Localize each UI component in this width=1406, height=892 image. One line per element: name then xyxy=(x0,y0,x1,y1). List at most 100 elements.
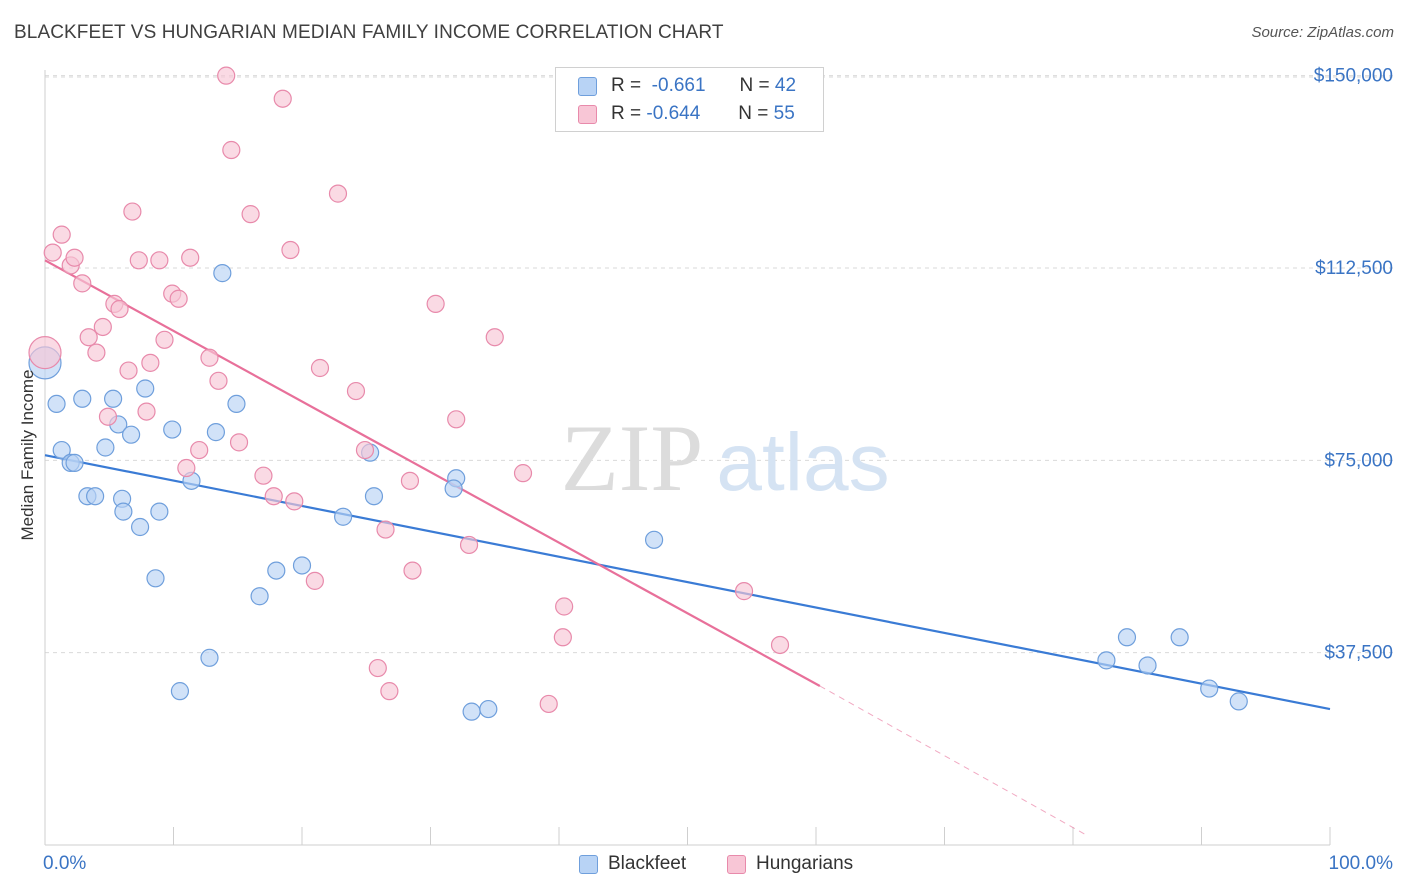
correlation-legend: R = -0.661 N = 42 R = -0.644 N = 55 xyxy=(555,67,824,132)
hungarians-point xyxy=(380,682,399,701)
hungarians-point xyxy=(403,561,422,580)
blackfeet-point xyxy=(1138,656,1157,675)
blackfeet-point xyxy=(462,702,481,721)
hungarians-point xyxy=(150,251,169,270)
blackfeet-point xyxy=(213,264,232,283)
hungarians-point xyxy=(539,694,558,714)
blackfeet-point xyxy=(644,530,664,549)
blackfeet-point xyxy=(479,699,498,719)
blackfeet-point xyxy=(444,479,463,498)
hungarians-point xyxy=(513,464,533,483)
blackfeet-point xyxy=(267,561,286,580)
blackfeet-point xyxy=(114,502,133,521)
blackfeet-point xyxy=(206,423,226,442)
legend-swatch-hungarians xyxy=(578,104,597,124)
blackfeet-point xyxy=(96,438,115,457)
hungarians-point xyxy=(241,205,260,224)
blackfeet-point xyxy=(1170,628,1189,647)
hungarians-point xyxy=(217,66,236,85)
hungarians-point xyxy=(285,492,304,511)
blackfeet-point xyxy=(52,440,71,460)
grid-lines xyxy=(45,75,1395,654)
watermark-zip: ZIP xyxy=(561,405,704,511)
blackfeet-point xyxy=(130,517,150,537)
bottom-legend-swatch-blackfeet xyxy=(579,854,598,874)
hungarians-point xyxy=(555,597,574,616)
y-tick-label: $75,000 xyxy=(1324,450,1393,471)
hungarians-point xyxy=(355,440,375,460)
blackfeet-point xyxy=(292,556,312,575)
y-tick-label: $37,500 xyxy=(1324,643,1393,664)
hungarians-trend-extension xyxy=(819,685,1087,836)
hungarians-point xyxy=(181,248,200,267)
blackfeet-point xyxy=(364,487,384,506)
hungarians-point xyxy=(222,140,241,160)
blackfeet-point xyxy=(65,453,84,472)
hungarians-point xyxy=(368,658,387,678)
legend-n-value: 42 xyxy=(774,75,797,96)
hungarians-point xyxy=(137,402,156,421)
hungarians-point xyxy=(305,571,324,590)
blackfeet-point xyxy=(1200,679,1219,698)
hungarians-point xyxy=(123,202,142,221)
x-tick-label-min: 0.0% xyxy=(43,853,86,874)
blackfeet-point xyxy=(200,648,219,667)
data-points xyxy=(28,66,1248,721)
hungarians-point xyxy=(98,407,118,426)
hungarians-point xyxy=(328,184,348,203)
hungarians-point xyxy=(459,535,479,555)
hungarians-point xyxy=(28,336,62,370)
blackfeet-point xyxy=(150,502,169,521)
axes xyxy=(44,70,1331,846)
blackfeet-point xyxy=(86,487,105,506)
hungarians-point xyxy=(310,358,330,378)
legend-r-value: -0.661 xyxy=(651,75,706,96)
legend-n-label: N = xyxy=(739,75,770,96)
hungarians-point xyxy=(87,343,106,362)
hungarians-point xyxy=(254,466,273,485)
chart-title: BLACKFEET VS HUNGARIAN MEDIAN FAMILY INC… xyxy=(14,22,724,43)
legend-r-label: R = xyxy=(611,103,642,124)
bottom-legend-label-blackfeet: Blackfeet xyxy=(608,853,687,874)
legend-row-blackfeet: R = -0.661 N = 42 xyxy=(578,72,796,100)
bottom-legend-blackfeet: Blackfeet xyxy=(579,851,686,877)
tick-labels: $37,500 $75,000 $112,500 $150,000 0.0% 100.0% xyxy=(43,66,1393,874)
blackfeet-point xyxy=(250,587,269,606)
hungarians-point xyxy=(770,635,790,655)
blackfeet-point xyxy=(1097,651,1116,670)
legend-swatch-blackfeet xyxy=(578,76,597,96)
hungarians-point xyxy=(734,582,754,601)
hungarians-point xyxy=(346,381,366,401)
blackfeet-point xyxy=(227,394,246,414)
hungarians-point xyxy=(400,471,420,490)
hungarians-point xyxy=(273,89,292,108)
blackfeet-point xyxy=(334,507,353,526)
hungarians-point xyxy=(190,440,209,460)
trend-lines xyxy=(44,259,1331,836)
blackfeet-point xyxy=(163,420,182,439)
hungarians-point xyxy=(264,487,283,506)
hungarians-point xyxy=(209,371,228,390)
hungarians-point xyxy=(229,433,249,452)
hungarians-point xyxy=(129,251,148,270)
hungarians-point xyxy=(110,299,129,319)
bottom-legend-hungarians: Hungarians xyxy=(727,851,853,877)
legend-row-hungarians: R = -0.644 N = 55 xyxy=(578,100,795,128)
blackfeet-point xyxy=(121,425,141,444)
hungarians-point xyxy=(281,240,300,260)
legend-r-label: R = xyxy=(611,75,642,96)
watermark: ZIP atlas xyxy=(561,405,890,511)
blackfeet-point xyxy=(104,389,123,408)
bottom-legend-label-hungarians: Hungarians xyxy=(756,853,854,874)
blackfeet-point xyxy=(47,394,66,414)
hungarians-point xyxy=(119,361,138,380)
hungarians-point xyxy=(177,458,196,478)
y-axis-label: Median Family Income xyxy=(18,369,37,541)
hungarians-point xyxy=(376,520,395,539)
y-tick-label: $150,000 xyxy=(1314,66,1393,87)
hungarians-point xyxy=(43,243,62,262)
x-tick-label-max: 100.0% xyxy=(1329,853,1394,874)
watermark-atlas: atlas xyxy=(716,417,889,508)
bottom-legend-swatch-hungarians xyxy=(727,854,746,874)
blackfeet-point xyxy=(73,389,92,408)
